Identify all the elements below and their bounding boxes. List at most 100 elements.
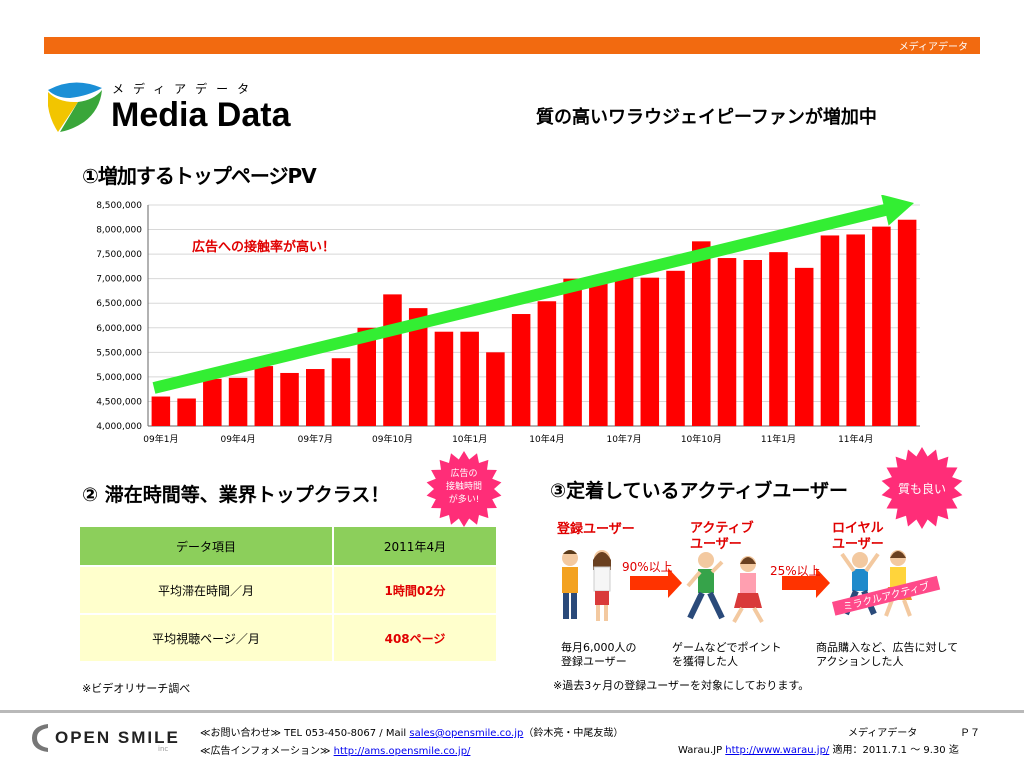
chart-bar [228,377,248,426]
period-text: 適用：2011.7.1 〜 9.30 迄 [832,745,959,756]
x-tick-label: 10年10月 [681,433,722,445]
footer-divider [0,710,1024,713]
y-tick-label: 6,500,000 [96,299,142,309]
top-banner-label: メディアデータ [898,42,968,53]
contact-email-link[interactable]: sales@opensmile.co.jp [409,728,524,739]
chart-bars [151,219,917,426]
target-note: ※過去3ヶ月の登録ユーザーを対象にしております。 [553,679,810,692]
chart-bar [846,234,865,426]
y-tick-label: 7,500,000 [96,250,142,260]
footer-logo-inc: inc [158,745,169,753]
chart-bar [897,219,917,426]
y-tick-label: 7,000,000 [96,275,142,285]
table-header-cell: 2011年4月 [333,527,496,567]
chart-bar [151,396,171,426]
x-tick-label: 09年1月 [143,433,178,445]
y-tick-label: 5,500,000 [96,348,142,358]
source-note: ※ビデオリサーチ調べ [82,682,191,695]
label-line: ユーザー [832,537,884,552]
x-tick-label: 11年1月 [761,433,796,445]
x-tick-label: 10年1月 [452,433,487,445]
desc-line: 登録ユーザー [561,655,627,668]
x-axis-ticks: 09年1月 09年4月 09年7月 09年10月 10年1月 10年4月 10年7月 10年1… [143,433,873,445]
y-tick-label: 4,500,000 [96,397,142,407]
chart-bar [306,369,325,426]
footer-site: Warau.JP http://www.warau.jp/ 適用：2011.7.… [678,741,959,756]
badge-line: 広告の [450,469,478,479]
desc-line: 毎月6,000人の [561,641,637,654]
badge-line: 接触時間 [445,482,482,492]
registered-users-icon [562,550,611,621]
chart-bar [820,235,840,426]
pv-bar-chart: 4,000,000 4,500,000 5,000,000 5,500,000 6,00… [96,195,920,445]
chart-bar [177,398,196,426]
label-active-user: アクティブ ユーザー [690,521,754,553]
label-line: ロイヤル [832,521,884,536]
percent-label: 90%以上 [622,560,673,574]
chart-bar [486,352,505,426]
y-tick-label: 8,000,000 [96,226,142,236]
x-tick-label: 11年4月 [838,433,873,445]
top-banner: メディアデータ [44,37,980,54]
contact-text: ≪お問い合わせ≫ TEL 053-450-8067 / Mail [200,728,410,739]
chart-bar [511,314,531,426]
chart-bar [640,277,660,426]
chart-bar [383,294,402,426]
starburst-icon [426,451,502,527]
label-line: アクティブ [690,521,754,536]
table-cell: 1時間02分 [333,566,496,615]
y-tick-label: 5,000,000 [96,373,142,383]
chart-bar [460,331,479,426]
percent-label: 25%以上 [770,564,821,578]
quality-badge: 質も良い [880,446,964,530]
site-url-link[interactable]: http://www.warau.jp/ [725,745,830,756]
desc-line: 商品購入など、広告に対して [816,641,959,654]
table-row: 平均滞在時間／月 1時間02分 [80,566,496,615]
table-row: 平均視聴ページ／月 408ページ [80,614,496,663]
footer-info: ≪広告インフォメーション≫ http://ams.opensmile.co.jp… [200,742,470,757]
info-url-link[interactable]: http://ams.opensmile.co.jp/ [333,746,471,757]
desc-line: アクションした人 [816,655,904,668]
arrow-right-icon [630,568,682,598]
x-tick-label: 10年7月 [606,433,641,445]
chart-bar [254,366,274,426]
table-header-row: データ項目 2011年4月 [80,527,496,567]
y-tick-label: 4,000,000 [96,422,142,432]
desc-registered: 毎月6,000人の 登録ユーザー [561,641,637,669]
label-royal-user: ロイヤル ユーザー [832,521,884,553]
chart-annotation: 広告への接触率が高い！ [192,240,336,255]
user-funnel-illustration: ミラクルアクティブ [562,550,941,623]
stay-time-table: データ項目 2011年4月 平均滞在時間／月 1時間02分 平均視聴ページ／月 … [80,527,496,663]
label-line: ユーザー [690,537,742,552]
page-kana-title: メディアデータ [112,82,259,96]
site-text: Warau.JP [678,745,726,756]
miracle-active-tag: ミラクルアクティブ [832,575,941,616]
chart-bar [563,278,582,426]
x-tick-label: 09年7月 [298,433,333,445]
table-cell: 平均視聴ページ／月 [80,614,334,663]
trend-arrow-icon [152,195,914,394]
desc-royal: 商品購入など、広告に対して アクションした人 [816,641,958,669]
chart-bar [434,331,454,426]
contact-names: （鈴木亮・中尾友哉） [523,728,624,739]
active-users-icon [686,552,764,623]
contact-time-badge: 広告の 接触時間 が多い! [425,450,503,528]
chart-bar [589,279,608,426]
table-cell: 平均滞在時間／月 [80,566,334,615]
table-header-cell: データ項目 [80,527,334,567]
chart-bar [692,241,711,426]
starburst-icon [881,447,963,529]
y-tick-label: 6,000,000 [96,324,142,334]
page-title: Media Data [111,96,291,134]
x-tick-label: 09年10月 [372,433,413,445]
section1-title: ①増加するトップページPV [82,164,317,188]
table-cell: 408ページ [333,614,496,663]
y-axis-ticks: 4,000,000 4,500,000 5,000,000 5,500,000 6,00… [96,201,142,432]
page-headline: 質の高いワラウジェイピーファンが増加中 [536,107,877,128]
chart-bar [769,252,788,426]
chart-bar [872,226,891,426]
x-tick-label: 10年4月 [529,433,564,445]
y-tick-label: 8,500,000 [96,201,142,211]
chart-bar [614,276,634,426]
arrow-right-icon [782,568,830,598]
